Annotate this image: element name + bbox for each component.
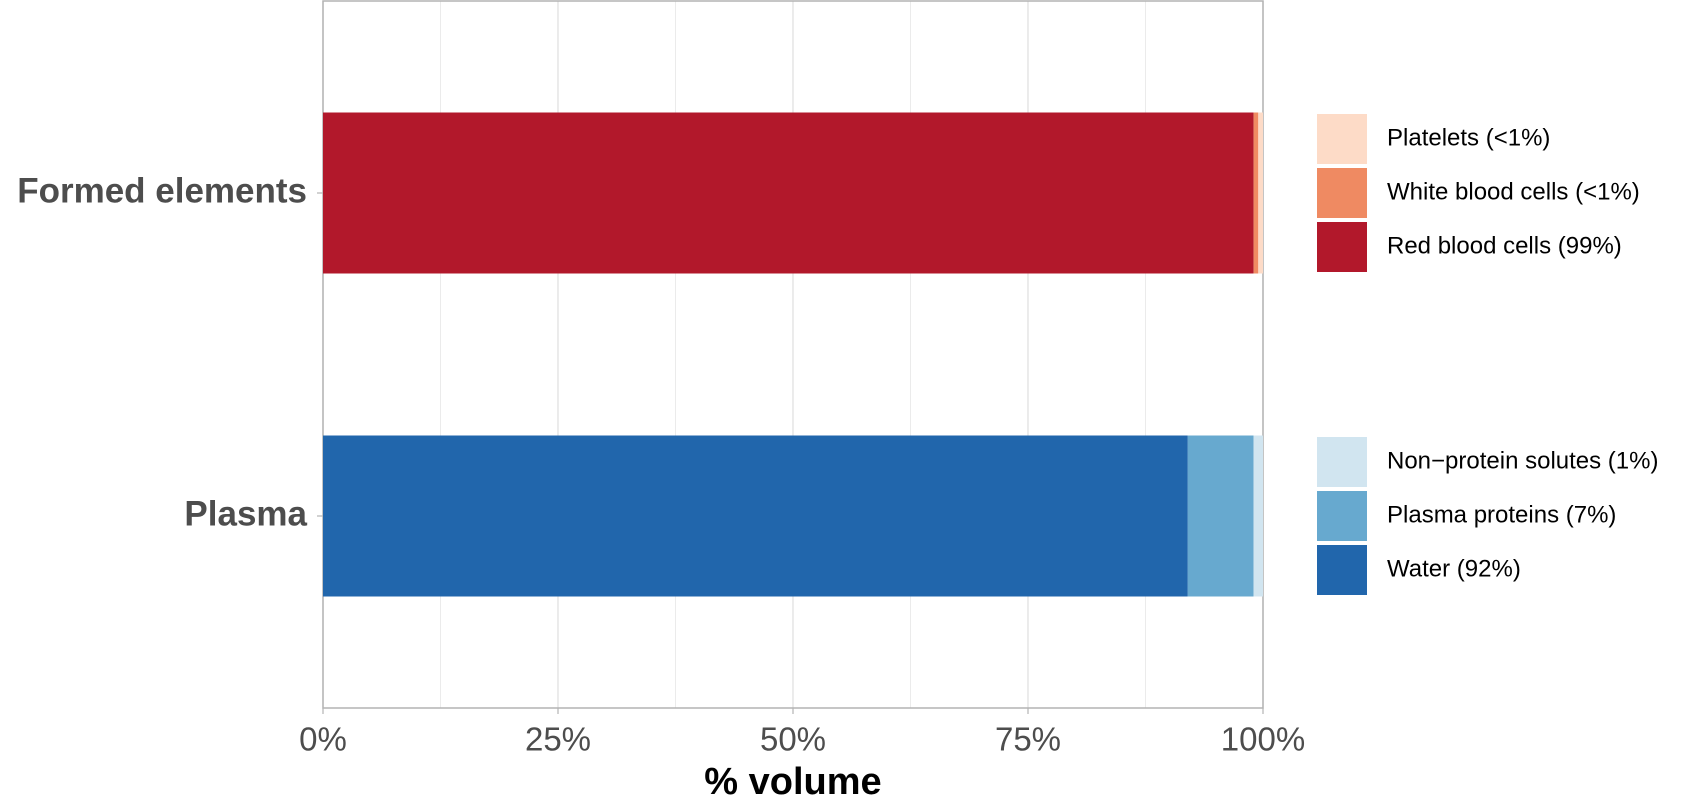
x-tick-label: 50% (760, 721, 826, 758)
y-tick-label: Plasma (184, 494, 307, 533)
x-tick-label: 0% (299, 721, 347, 758)
x-tick-label: 75% (995, 721, 1061, 758)
legend-key (1317, 545, 1367, 595)
panel-border (322, 0, 1264, 709)
legend-key (1317, 222, 1367, 272)
legend-key (1317, 437, 1367, 487)
legend-label: Plasma proteins (7%) (1387, 501, 1616, 528)
bar-segment (323, 435, 1188, 597)
bar-segment (323, 112, 1254, 274)
bar-segment (1253, 435, 1263, 597)
legend-label: Water (92%) (1387, 555, 1521, 582)
legend-key (1317, 491, 1367, 541)
bar-segment (1253, 112, 1259, 274)
legend-label: Non−protein solutes (1%) (1387, 447, 1658, 474)
legend-label: Platelets (<1%) (1387, 124, 1550, 151)
bar-segment (1258, 112, 1263, 274)
x-tick-label: 100% (1221, 721, 1305, 758)
legend-label: Red blood cells (99%) (1387, 232, 1622, 259)
legend-key (1317, 114, 1367, 164)
legend-label: White blood cells (<1%) (1387, 178, 1640, 205)
y-tick-label: Formed elements (17, 171, 307, 210)
bar-segment (1187, 435, 1254, 597)
x-axis-title: % volume (704, 761, 881, 802)
x-tick-label: 25% (525, 721, 591, 758)
legend-key (1317, 168, 1367, 218)
